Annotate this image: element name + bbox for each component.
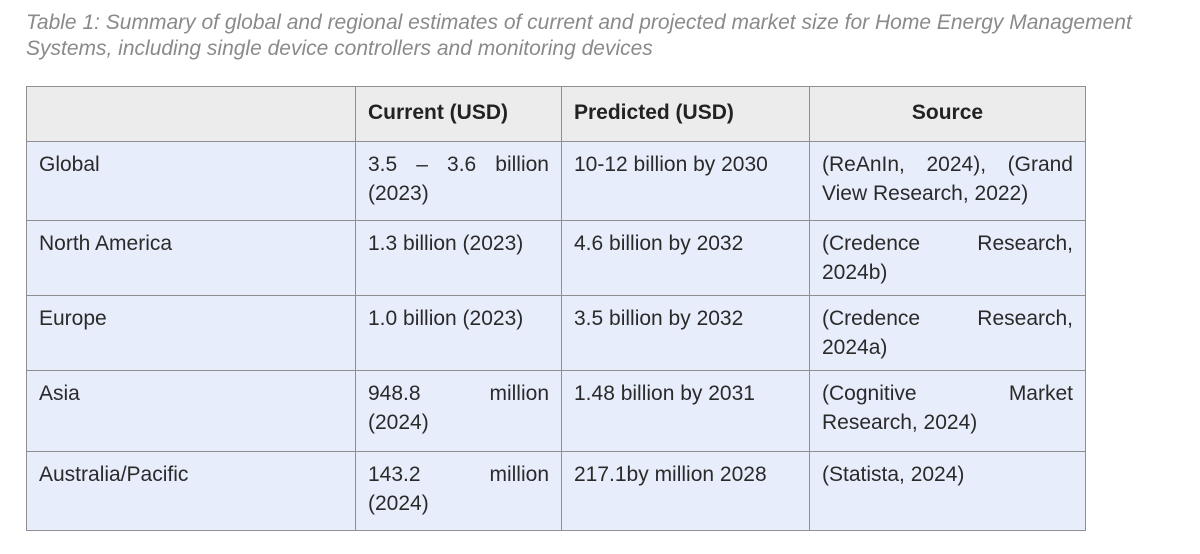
cell-current-line: 948.8 million (368, 382, 549, 405)
cell-predicted: 4.6 billion by 2032 (561, 220, 810, 296)
cell-region: North America (26, 220, 356, 296)
cell-source-line: (Credence Research, (822, 232, 1073, 255)
cell-current: 3.5 – 3.6 billion (2023) (355, 141, 562, 221)
cell-region: Europe (26, 295, 356, 371)
cell-source-line: (Credence Research, (822, 307, 1073, 330)
cell-source-line: 2024b) (822, 261, 888, 284)
header-predicted: Predicted (USD) (561, 86, 810, 142)
cell-current-line: 1.3 billion (2023) (368, 232, 524, 255)
cell-current-line: (2024) (368, 492, 429, 515)
cell-predicted: 3.5 billion by 2032 (561, 295, 810, 371)
caption-line-1: Table 1: Summary of global and regional … (26, 11, 1132, 34)
caption-line-2: Systems, including single device control… (26, 37, 653, 60)
cell-source-line: View Research, 2022) (822, 182, 1029, 205)
cell-source-line: 2024a) (822, 336, 888, 359)
header-region (26, 86, 356, 142)
table-header-row: Current (USD) Predicted (USD) Source (26, 86, 1086, 142)
cell-predicted: 1.48 billion by 2031 (561, 370, 810, 452)
cell-source-line: (ReAnIn, 2024), (Grand (822, 153, 1073, 176)
cell-region: Global (26, 141, 356, 221)
cell-current-line: 1.0 billion (2023) (368, 307, 524, 330)
market-size-table: Current (USD) Predicted (USD) Source Glo… (26, 86, 1086, 531)
table-row: Asia 948.8 million (2024) 1.48 billion b… (26, 370, 1086, 452)
cell-current-line: (2023) (368, 182, 429, 205)
cell-source: (Credence Research, 2024a) (809, 295, 1086, 371)
table-row: Australia/Pacific 143.2 million (2024) 2… (26, 451, 1086, 531)
cell-current-line: 3.5 – 3.6 billion (368, 153, 549, 176)
cell-current-line: 143.2 million (368, 463, 549, 486)
cell-current: 143.2 million (2024) (355, 451, 562, 531)
table-caption: Table 1: Summary of global and regional … (26, 10, 1196, 62)
header-current: Current (USD) (355, 86, 562, 142)
cell-predicted: 217.1by million 2028 (561, 451, 810, 531)
cell-current: 948.8 million (2024) (355, 370, 562, 452)
table-row: Global 3.5 – 3.6 billion (2023) 10-12 bi… (26, 141, 1086, 221)
header-source: Source (809, 86, 1086, 142)
cell-current-line: (2024) (368, 411, 429, 434)
cell-predicted: 10-12 billion by 2030 (561, 141, 810, 221)
cell-source-line: (Statista, 2024) (822, 463, 965, 486)
table-row: Europe 1.0 billion (2023) 3.5 billion by… (26, 295, 1086, 371)
cell-source: (ReAnIn, 2024), (Grand View Research, 20… (809, 141, 1086, 221)
cell-source: (Credence Research, 2024b) (809, 220, 1086, 296)
cell-current: 1.3 billion (2023) (355, 220, 562, 296)
cell-current: 1.0 billion (2023) (355, 295, 562, 371)
cell-source-line: Research, 2024) (822, 411, 978, 434)
cell-region: Australia/Pacific (26, 451, 356, 531)
cell-source: (Statista, 2024) (809, 451, 1086, 531)
cell-source: (Cognitive Market Research, 2024) (809, 370, 1086, 452)
cell-region: Asia (26, 370, 356, 452)
cell-source-line: (Cognitive Market (822, 382, 1073, 405)
table-row: North America 1.3 billion (2023) 4.6 bil… (26, 220, 1086, 296)
